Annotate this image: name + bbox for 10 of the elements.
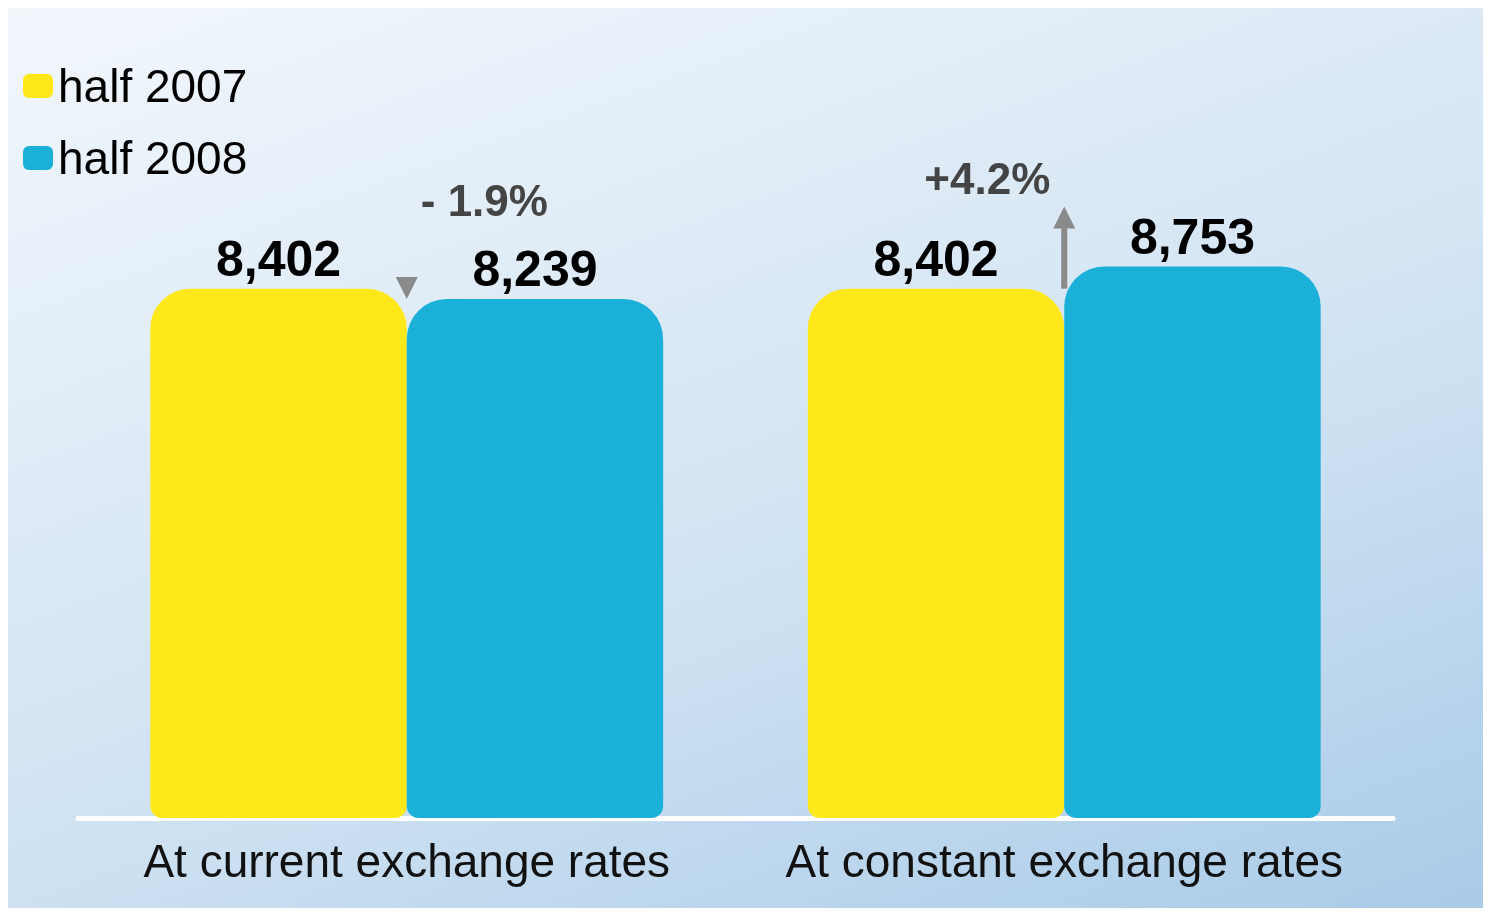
legend-label: half 2007 <box>58 60 248 112</box>
legend-label: half 2008 <box>58 132 248 184</box>
data-label: 8,239 <box>472 240 598 297</box>
data-label: 8,402 <box>215 230 342 287</box>
x-tick-label: At current exchange rates <box>143 835 671 887</box>
data-label: 8,753 <box>1129 208 1256 265</box>
data-label: 8,402 <box>873 230 999 287</box>
text: +4.2% <box>924 153 1051 203</box>
text: - 1.9% <box>420 175 548 225</box>
x-tick-label: At constant exchange rates <box>785 835 1343 887</box>
